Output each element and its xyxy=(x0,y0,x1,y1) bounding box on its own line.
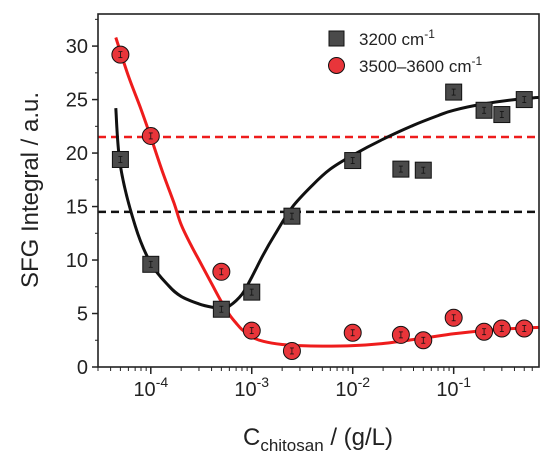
x-tick-label-2: 10-2 xyxy=(335,374,370,401)
y-tick-label-30: 30 xyxy=(66,36,88,58)
x-tick-exponent: -2 xyxy=(358,374,371,390)
legend-label-3500: 3500–3600 cm-1 xyxy=(359,54,482,76)
fit-curve-1 xyxy=(114,37,539,348)
x-tick-base: 10 xyxy=(335,379,357,401)
square-point-10 xyxy=(493,106,511,124)
circle-point-6 xyxy=(391,325,410,344)
square-point-4 xyxy=(283,207,301,225)
square-point-8 xyxy=(445,83,463,101)
x-axis-title: Cchitosan / (g/L) xyxy=(243,424,393,455)
legend-label-3500-text: 3500–3600 cm xyxy=(359,57,471,76)
square-point-3 xyxy=(243,283,261,301)
square-point-5 xyxy=(344,152,362,170)
x-tick-exponent: -1 xyxy=(459,374,472,390)
legend-label-3500-sup: -1 xyxy=(471,54,482,68)
legend-marker-square xyxy=(328,30,345,47)
y-axis-label: SFG Integral / a.u. xyxy=(17,92,44,288)
square-point-2 xyxy=(212,300,230,318)
y-tick-label-25: 25 xyxy=(66,90,88,112)
circle-point-11 xyxy=(515,319,534,338)
legend-label-3200-sup: -1 xyxy=(424,27,435,41)
data-markers xyxy=(111,45,534,360)
plot-frame xyxy=(97,13,540,368)
y-tick-label-10: 10 xyxy=(66,250,88,272)
x-tick-label-3: 10-1 xyxy=(436,374,471,401)
legend-label-3200: 3200 cm-1 xyxy=(359,27,435,49)
circle-point-10 xyxy=(492,319,511,338)
x-tick-base: 10 xyxy=(234,379,256,401)
x-tick-base: 10 xyxy=(133,379,155,401)
y-tick-label-20: 20 xyxy=(66,143,88,165)
y-tick-label-5: 5 xyxy=(77,304,88,326)
circle-point-4 xyxy=(282,341,301,360)
fit-curves xyxy=(114,37,539,348)
square-point-9 xyxy=(475,101,493,119)
circle-point-9 xyxy=(475,322,494,341)
x-axis-label-main: C xyxy=(243,424,260,451)
square-point-11 xyxy=(515,91,533,109)
circle-point-3 xyxy=(242,321,261,340)
y-axis-title: SFG Integral / a.u. xyxy=(17,92,44,288)
y-tick-label-15: 15 xyxy=(66,197,88,219)
square-point-1 xyxy=(142,255,160,273)
x-axis-label-sub: chitosan xyxy=(260,436,323,455)
x-tick-exponent: -3 xyxy=(257,374,270,390)
x-tick-exponent: -4 xyxy=(156,374,169,390)
legend: 3200 cm-1 3500–3600 cm-1 xyxy=(328,27,482,76)
fit-curve-0 xyxy=(114,95,539,310)
circle-point-1 xyxy=(141,126,160,145)
reference-lines xyxy=(98,135,539,214)
x-tick-label-0: 10-4 xyxy=(133,374,168,401)
circle-point-5 xyxy=(343,323,362,342)
x-tick-base: 10 xyxy=(436,379,458,401)
square-point-7 xyxy=(414,161,432,179)
circle-point-0 xyxy=(111,45,130,64)
square-point-0 xyxy=(111,150,129,168)
circle-point-2 xyxy=(212,262,231,281)
square-point-6 xyxy=(392,160,410,178)
circle-point-8 xyxy=(444,308,463,327)
legend-marker-circle xyxy=(328,57,345,74)
circle-point-7 xyxy=(414,331,433,350)
y-tick-label-0: 0 xyxy=(77,357,88,379)
x-axis-label-rest: / (g/L) xyxy=(324,424,393,451)
legend-label-3200-text: 3200 cm xyxy=(359,30,424,49)
x-tick-label-1: 10-3 xyxy=(234,374,269,401)
